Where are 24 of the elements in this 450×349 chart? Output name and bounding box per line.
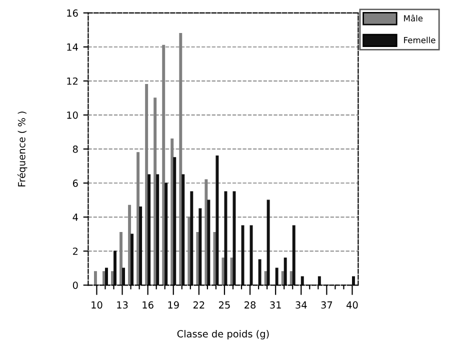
- y-tick-label: 12: [67, 77, 78, 85]
- x-tick-label: 22: [193, 301, 204, 308]
- legend-label: Mâle: [404, 14, 423, 22]
- x-tick-label: 19: [168, 301, 179, 309]
- x-tick-label: 10: [92, 301, 102, 309]
- x-tick-label: 31: [270, 301, 281, 309]
- y-axis-title: Fréquence ( % ): [17, 112, 28, 186]
- y-tick-label: 2: [73, 248, 78, 255]
- x-axis-title: Classe de poids (g): [177, 330, 269, 340]
- x-tick-label: 37: [321, 301, 332, 309]
- x-tick-label: 25: [219, 301, 230, 309]
- y-tick-label: 16: [67, 9, 78, 17]
- x-tick-label: 28: [244, 301, 256, 309]
- x-tick-label: 13: [117, 301, 128, 309]
- y-tick-label: 10: [67, 111, 78, 119]
- y-tick-label: 6: [72, 180, 78, 187]
- y-tick-label: 4: [72, 214, 78, 221]
- x-tick-label: 34: [296, 301, 307, 309]
- legend-label: Femelle: [404, 36, 436, 44]
- y-tick-label: 0: [72, 282, 78, 289]
- y-tick-label: 14: [67, 44, 78, 51]
- y-tick-label: 8: [72, 146, 78, 153]
- x-tick-label: 16: [142, 301, 154, 309]
- x-tick-label: 40: [346, 301, 358, 309]
